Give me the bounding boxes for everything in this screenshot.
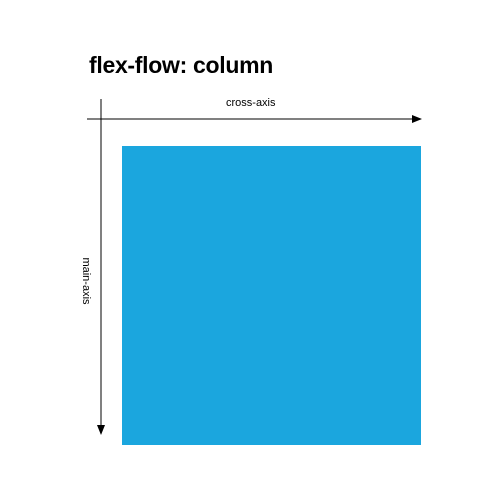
flex-container-box [122,146,421,445]
main-axis-label: main-axis [80,257,92,305]
diagram-title: flex-flow: column [89,52,274,78]
cross-axis-label: cross-axis [226,97,276,109]
